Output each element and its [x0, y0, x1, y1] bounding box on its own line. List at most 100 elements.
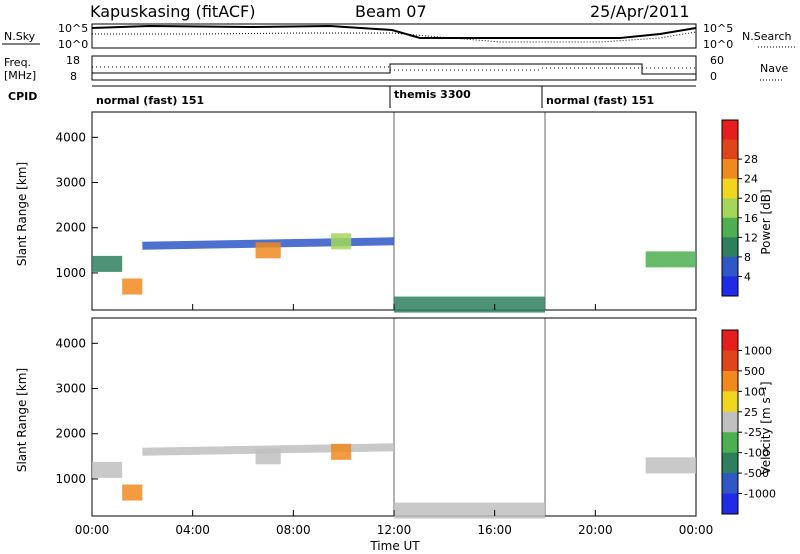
- mode-label-1: normal (fast) 151: [96, 94, 204, 107]
- power-colorbar-tick-label-2: 8: [744, 251, 751, 264]
- nsky-label: N.Sky: [4, 30, 36, 43]
- velocity-colorbar-segment-5: [722, 411, 738, 433]
- nave-tick-top: 60: [710, 54, 724, 67]
- nsearch-trace: [92, 31, 697, 43]
- velocity-colorbar-tick-label-8: -1000: [744, 488, 776, 501]
- velocity-ytick-label-2: 2000: [55, 427, 86, 441]
- xtick-label-6: 20:00: [578, 523, 613, 537]
- power-colorbar-tick-label-3: 12: [744, 231, 758, 244]
- power-echo-region-7: [645, 251, 696, 268]
- nsearch-label: N.Search: [742, 30, 792, 43]
- power-ytick-label-4: 4000: [55, 130, 86, 144]
- velocity-colorbar-tick-label-2: 500: [744, 365, 765, 378]
- power-colorbar-frame: [721, 119, 739, 297]
- velocity-colorbar-frame: [721, 329, 739, 515]
- velocity-colorbar-segment-4: [722, 391, 738, 413]
- date-title: 25/Apr/2011: [590, 2, 690, 21]
- xtick-label-4: 12:00: [377, 523, 412, 537]
- freq-trace: [92, 63, 696, 75]
- velocity-colorbar: 1000 500 100 25 -25 -100 -500 -1000: [721, 329, 776, 515]
- nsearch-tick-top: 10^5: [703, 22, 733, 35]
- xtick-label-1: 00:00: [75, 523, 110, 537]
- velocity-colorbar-tick-label-4: 25: [744, 406, 758, 419]
- velocity-ytick-label-3: 3000: [55, 382, 86, 396]
- power-ytick-label-2: 2000: [55, 221, 86, 235]
- power-marks: [92, 112, 696, 313]
- velocity-echo-region-6: [394, 502, 545, 519]
- nsky-tick-bottom: 10^0: [58, 38, 88, 51]
- velocity-colorbar-tick-label-3: 100: [744, 385, 765, 398]
- power-colorbar-segment-5: [722, 198, 738, 219]
- freq-tick-bottom: 8: [70, 70, 77, 83]
- xtick-label-2: 04:00: [175, 523, 210, 537]
- freq-label-2: [MHz]: [4, 69, 36, 82]
- velocity-marks: [92, 318, 696, 519]
- power-colorbar-label: Power [dB]: [759, 189, 773, 254]
- nave-trace: [92, 66, 696, 71]
- power-panel: Slant Range [km] 1000 2000 3000 4000: [15, 111, 697, 313]
- power-colorbar: 4 8 12 16 20 24 28: [721, 119, 758, 297]
- velocity-colorbar-segment-6: [722, 432, 738, 454]
- velocity-colorbar-tick-label-7: -500: [744, 467, 769, 480]
- velocity-ytick-label-1: 1000: [55, 472, 86, 486]
- velocity-colorbar-tick-label-1: 1000: [744, 344, 772, 357]
- power-echo-region-2: [122, 278, 143, 295]
- nave-label: Nave: [760, 62, 788, 75]
- mode-label-2: themis 3300: [394, 88, 471, 101]
- cpid-strip: CPID normal (fast) 151 themis 3300 norma…: [8, 85, 696, 108]
- velocity-echo-region-5: [331, 443, 352, 460]
- power-colorbar-tick-label-7: 28: [744, 153, 758, 166]
- x-axis-label: Time UT: [369, 539, 420, 553]
- velocity-ytick-label-4: 4000: [55, 336, 86, 350]
- noise-frame: [91, 23, 697, 49]
- power-ylabel: Slant Range [km]: [15, 162, 29, 266]
- power-colorbar-tick-label-4: 16: [744, 212, 758, 225]
- power-colorbar-tick-label-6: 24: [744, 173, 758, 186]
- power-yticks: 1000 2000 3000 4000: [55, 130, 98, 280]
- velocity-colorbar-segment-1: [722, 330, 738, 351]
- power-ytick-label-1: 1000: [55, 266, 86, 280]
- nsky-tick-top: 10^5: [58, 22, 88, 35]
- velocity-echo-region-7: [645, 457, 696, 474]
- power-colorbar-tick-label-5: 20: [744, 192, 758, 205]
- xtick-label-3: 08:00: [276, 523, 311, 537]
- power-colorbar-segment-8: [722, 256, 738, 277]
- velocity-colorbar-segment-8: [722, 473, 738, 495]
- freq-frame: [91, 55, 697, 81]
- xtick-label-7: 00:00: [679, 523, 714, 537]
- power-colorbar-segment-2: [722, 139, 738, 160]
- velocity-colorbar-segment-3: [722, 370, 738, 392]
- velocity-ylabel: Slant Range [km]: [15, 368, 29, 472]
- station-title: Kapuskasing (fitACF): [90, 2, 255, 21]
- velocity-echo-region-4: [255, 448, 281, 465]
- power-colorbar-segment-4: [722, 178, 738, 199]
- power-echo-region-4: [255, 242, 281, 259]
- velocity-colorbar-segment-9: [722, 493, 738, 515]
- power-colorbar-segment-7: [722, 237, 738, 258]
- power-echo-region-6: [394, 296, 545, 313]
- nave-tick-bottom: 0: [710, 70, 717, 83]
- nsearch-tick-bottom: 10^0: [703, 38, 733, 51]
- freq-label-1: Freq.: [4, 56, 31, 69]
- velocity-echo-region-1: [92, 461, 123, 478]
- x-axis: 00:00 04:00 08:00 12:00 16:00 20:00 00:00: [75, 304, 714, 537]
- power-colorbar-segment-3: [722, 159, 738, 180]
- noise-strip: N.Sky 10^5 10^0 10^5 10^0 N.Search: [2, 22, 796, 51]
- velocity-echo-region-2: [122, 484, 143, 501]
- velocity-colorbar-tick-label-6: -100: [744, 447, 769, 460]
- power-colorbar-segment-6: [722, 217, 738, 238]
- mode-label-3: normal (fast) 151: [546, 94, 654, 107]
- velocity-colorbar-tick-label-5: -25: [744, 426, 762, 439]
- power-colorbar-segment-9: [722, 276, 738, 297]
- velocity-yticks: 1000 2000 3000 4000: [55, 336, 98, 486]
- cpid-label: CPID: [8, 90, 37, 103]
- power-colorbar-segment-1: [722, 120, 738, 141]
- power-ytick-label-3: 3000: [55, 176, 86, 190]
- power-colorbar-tick-label-1: 4: [744, 270, 751, 283]
- power-echo-region-5: [331, 233, 352, 250]
- velocity-colorbar-segment-7: [722, 452, 738, 474]
- velocity-colorbar-segment-2: [722, 350, 738, 372]
- velocity-colorbar-label: Velocity [m s⁻¹]: [759, 381, 773, 474]
- xtick-label-5: 16:00: [477, 523, 512, 537]
